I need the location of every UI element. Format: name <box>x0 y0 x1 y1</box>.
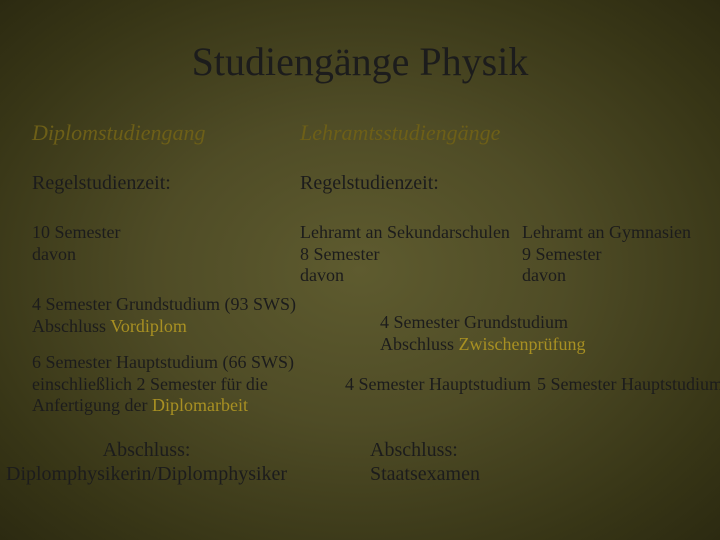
sekundar-block: Lehramt an Sekundarschulen 8 Semester da… <box>300 222 510 287</box>
diplom-heading: Diplomstudiengang <box>32 120 206 146</box>
lehramt-grund-line: 4 Semester Grundstudium <box>380 312 585 334</box>
lehramt-grundstudium: 4 Semester Grundstudium Abschluss Zwisch… <box>380 312 585 355</box>
regel-left: Regelstudienzeit: <box>32 172 171 195</box>
haupt-line1: 6 Semester Hauptstudium (66 SWS) <box>32 352 294 374</box>
sekundar-hauptstudium: 4 Semester Hauptstudium <box>345 374 531 395</box>
regel-right: Regelstudienzeit: <box>300 172 439 195</box>
vordiplom-highlight: Vordiplom <box>110 316 187 336</box>
zwischenpruefung-highlight: Zwischenprüfung <box>459 334 586 354</box>
abschluss-value-left: Diplomphysikerin/Diplomphysiker <box>6 462 287 486</box>
slide: Studiengänge Physik Diplomstudiengang Le… <box>0 0 720 540</box>
abschluss-label-left: Abschluss: <box>6 438 287 462</box>
gymnasium-title: Lehramt an Gymnasien <box>522 222 691 244</box>
diplom-hauptstudium: 6 Semester Hauptstudium (66 SWS) einschl… <box>32 352 294 417</box>
sekundar-semester: 8 Semester <box>300 244 510 266</box>
diplom-grund-line: 4 Semester Grundstudium (93 SWS) <box>32 294 296 316</box>
abschluss-label: Abschluss <box>380 334 459 354</box>
abschluss-label-right: Abschluss: <box>370 438 480 462</box>
lehramt-heading: Lehramtsstudiengänge <box>300 120 500 146</box>
diplom-grundstudium: 4 Semester Grundstudium (93 SWS) Abschlu… <box>32 294 296 337</box>
haupt-line3: Anfertigung der Diplomarbeit <box>32 395 294 417</box>
haupt-line2: einschließlich 2 Semester für die <box>32 374 294 396</box>
abschluss-label: Abschluss <box>32 316 110 336</box>
diplom-semester: 10 Semester <box>32 222 120 244</box>
diplom-abschluss: Abschluss: Diplomphysikerin/Diplomphysik… <box>6 438 287 486</box>
abschluss-value-right: Staatsexamen <box>370 462 480 486</box>
sekundar-davon: davon <box>300 265 510 287</box>
sekundar-title: Lehramt an Sekundarschulen <box>300 222 510 244</box>
slide-title: Studiengänge Physik <box>0 38 720 85</box>
lehramt-grund-abschluss: Abschluss Zwischenprüfung <box>380 334 585 356</box>
gymnasium-semester: 9 Semester <box>522 244 691 266</box>
gymnasium-davon: davon <box>522 265 691 287</box>
diplomarbeit-highlight: Diplomarbeit <box>152 395 248 415</box>
diplom-davon: davon <box>32 244 120 266</box>
diplom-grund-abschluss: Abschluss Vordiplom <box>32 316 296 338</box>
diplom-semester-block: 10 Semester davon <box>32 222 120 265</box>
lehramt-abschluss: Abschluss: Staatsexamen <box>370 438 480 486</box>
gymnasium-block: Lehramt an Gymnasien 9 Semester davon <box>522 222 691 287</box>
haupt-line3-pre: Anfertigung der <box>32 395 152 415</box>
gymnasium-hauptstudium: 5 Semester Hauptstudium <box>537 374 720 395</box>
